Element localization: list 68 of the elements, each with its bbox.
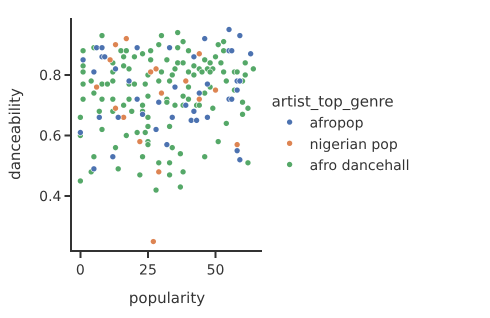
point: [150, 238, 157, 245]
point: [158, 90, 165, 96]
point: [123, 35, 130, 42]
point: [204, 114, 211, 121]
point: [193, 117, 200, 124]
point: [112, 41, 119, 48]
point: [166, 44, 173, 51]
point: [96, 114, 103, 121]
point: [201, 35, 208, 42]
point: [77, 129, 84, 136]
point: [228, 47, 236, 54]
legend-label: afro dancehall: [310, 158, 410, 174]
legend-title: artist_top_genre: [272, 92, 394, 110]
point: [136, 138, 144, 145]
point: [190, 53, 198, 60]
point: [236, 156, 244, 164]
point: [110, 153, 116, 160]
point: [196, 50, 203, 58]
x-tick-label: 0: [76, 262, 85, 279]
point: [155, 98, 162, 106]
point: [139, 111, 146, 118]
point: [234, 147, 240, 154]
point: [80, 56, 86, 64]
legend-label: afropop: [310, 116, 364, 132]
point: [247, 50, 254, 58]
point: [172, 84, 178, 90]
point: [234, 86, 240, 94]
point: [93, 84, 100, 90]
point: [114, 114, 122, 121]
point: [236, 78, 244, 84]
point: [90, 166, 98, 172]
point: [126, 78, 132, 84]
point: [112, 66, 119, 72]
point: [155, 168, 162, 176]
point: [101, 53, 108, 60]
point: [182, 102, 190, 109]
point: [90, 68, 98, 76]
point: [188, 117, 194, 124]
legend-label: nigerian pop: [310, 136, 398, 153]
point: [152, 126, 160, 133]
x-tick-label: 50: [206, 262, 224, 279]
point: [190, 108, 198, 115]
y-tick-label: 0.8: [39, 68, 62, 84]
point: [236, 32, 244, 39]
point: [196, 90, 203, 96]
point: [134, 96, 140, 102]
x-tick-label: 25: [139, 262, 157, 279]
point: [196, 96, 203, 102]
point: [164, 141, 170, 148]
point: [182, 78, 190, 84]
point: [112, 104, 119, 112]
point: [93, 44, 100, 51]
point: [226, 26, 232, 33]
x-axis-title: popularity: [128, 289, 206, 308]
y-tick-label: 0.6: [39, 128, 62, 144]
point: [134, 44, 140, 51]
point: [106, 56, 114, 64]
point: [234, 141, 240, 148]
point: [204, 80, 211, 88]
y-tick-label: 0.4: [39, 188, 62, 205]
point: [147, 68, 154, 76]
point: [98, 44, 106, 51]
point: [120, 114, 127, 121]
y-axis-title: danceability: [6, 88, 24, 180]
point: [212, 86, 219, 94]
point: [228, 96, 236, 102]
point: [152, 66, 160, 72]
point: [168, 114, 176, 121]
